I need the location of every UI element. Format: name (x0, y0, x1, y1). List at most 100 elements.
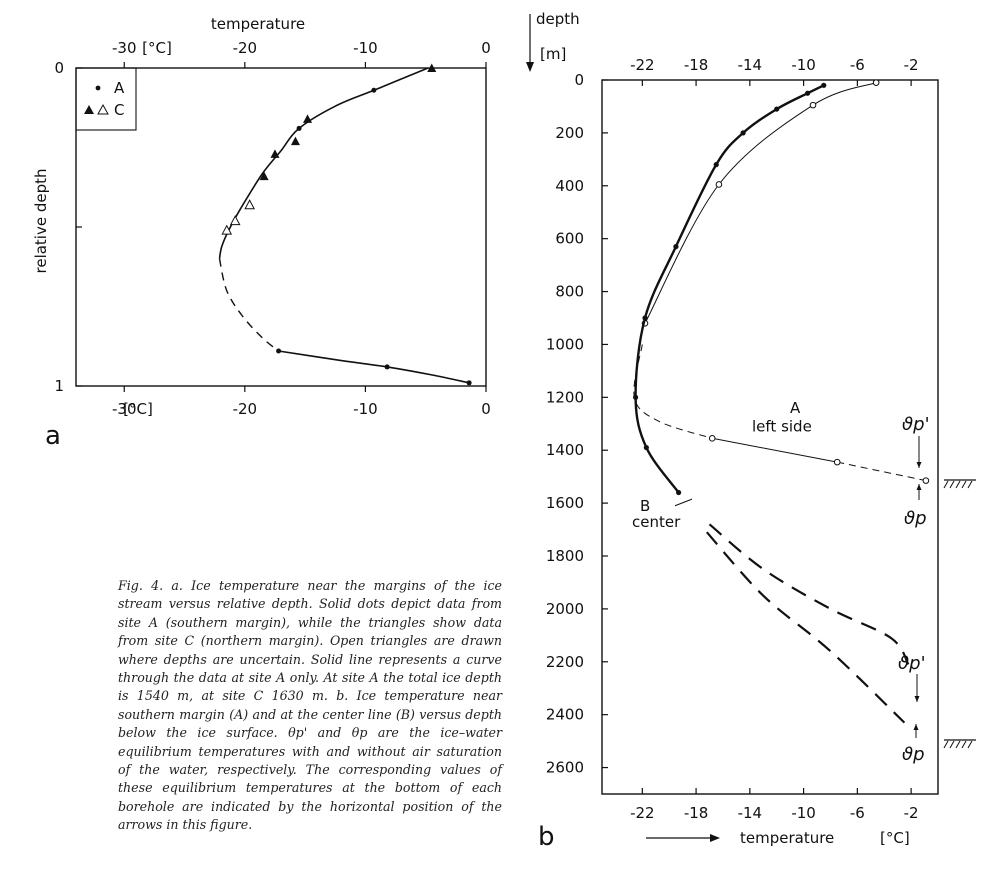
series-b-point (643, 444, 649, 451)
theta-p-prime-lower-arrow-head-icon (914, 696, 920, 702)
x-tick-label-top: 0 (481, 39, 491, 57)
data-point-a (276, 348, 282, 354)
x-tick-label-top: -30 (112, 39, 137, 57)
x-tick-label-bottom: -30 (112, 400, 137, 418)
series-b-point (805, 90, 811, 96)
y-tick-label: 600 (555, 230, 584, 248)
series-b-point (713, 162, 719, 168)
series-b-point (642, 315, 648, 321)
annotation-a: A (790, 399, 801, 417)
x-axis-unit-b: [°C] (880, 829, 910, 847)
data-point-a (466, 380, 472, 386)
plot-frame-b (601, 79, 939, 795)
x-tick-label-bottom: -14 (738, 804, 763, 822)
plot-frame-a (75, 67, 487, 387)
data-point-c-filled (290, 136, 300, 146)
y-tick-label: 1600 (546, 494, 584, 512)
annotation-left-side: left side (752, 418, 812, 436)
annotation-center: center (632, 513, 681, 531)
theta-p-lower-arrow-head-icon (913, 724, 919, 730)
data-point-c-filled (427, 63, 437, 72)
y-tick-label: 0 (574, 71, 584, 89)
down-arrow-head-icon (526, 62, 534, 72)
series-a-point (708, 435, 716, 442)
x-tick-label-top: -10 (791, 56, 816, 74)
y-tick-label: 1 (54, 377, 64, 395)
series-a-bottom-dashed (837, 461, 927, 482)
x-tick-label-bottom: 0 (481, 400, 491, 418)
y-tick-label: 400 (555, 177, 584, 195)
x-tick-label-top: -22 (630, 56, 655, 74)
theta-p-prime-upper: ϑp' (902, 414, 930, 435)
y-axis-unit-b: [m] (540, 45, 566, 63)
x-axis-title-top: temperature (211, 15, 305, 33)
data-point-c-filled (259, 171, 269, 181)
legend-open-triangle-icon (97, 103, 109, 115)
y-axis-title: relative depth (32, 168, 50, 273)
x-tick-label-top: -6 (850, 56, 865, 74)
x-tick-label-bottom: -2 (904, 804, 919, 822)
y-tick-label: 2200 (546, 653, 584, 671)
y-tick-label: 2600 (546, 759, 584, 777)
unit-label-bottom: [°C] (123, 400, 153, 418)
x-tick-label-bottom: -20 (233, 400, 258, 418)
series-b-point (821, 82, 827, 88)
x-tick-label-bottom: -10 (353, 400, 378, 418)
x-tick-label-top: -10 (353, 39, 378, 57)
series-b-point (633, 394, 639, 400)
extrapolation-dashed-2 (705, 531, 906, 724)
water-level-symbol-lower-hatch (967, 740, 973, 749)
theta-p-upper-arrow-head-icon (916, 484, 922, 490)
series-b-point (676, 489, 682, 496)
x-tick-label-top: -14 (738, 56, 763, 74)
water-level-symbol-lower-hatch (949, 740, 955, 749)
water-level-symbol-upper-hatch (955, 480, 961, 489)
legend-box (75, 67, 137, 131)
figure-caption: Fig. 4. a. Ice temperature near the marg… (118, 578, 502, 833)
data-point-a (296, 125, 302, 131)
water-level-symbol-upper-hatch (961, 480, 967, 489)
series-a-point (809, 101, 817, 109)
y-tick-label: 0 (54, 59, 64, 77)
legend-filled-triangle-icon (84, 105, 94, 114)
series-a-point (922, 477, 930, 484)
data-point-c-filled (270, 149, 280, 158)
legend-label-c: C (114, 101, 124, 119)
x-tick-label-top: -20 (233, 39, 258, 57)
water-level-symbol-lower-hatch (961, 740, 967, 749)
data-point-a (371, 87, 377, 93)
panel-label-b: b (538, 822, 555, 852)
water-level-symbol-upper-hatch (943, 480, 949, 489)
x-tick-label-bottom: -10 (791, 804, 816, 822)
water-level-symbol-upper-hatch (949, 480, 955, 489)
x-tick-label-top: -2 (904, 56, 919, 74)
extrapolation-dashed-1 (708, 523, 910, 666)
theta-p-upper: ϑp (904, 508, 927, 529)
data-point-c-open (244, 199, 255, 210)
data-point-a (384, 364, 390, 370)
series-a-point (715, 181, 723, 188)
series-b-point (673, 244, 679, 250)
curve-solid-upper (218, 67, 429, 259)
series-a-line (644, 82, 877, 324)
annotation-b: B (640, 497, 650, 515)
water-level-symbol-lower-hatch (955, 740, 961, 749)
theta-p-prime-lower: ϑp' (898, 653, 926, 674)
right-arrow-head-icon (710, 834, 720, 842)
y-tick-label: 1800 (546, 547, 584, 565)
y-tick-label: 2400 (546, 706, 584, 724)
water-level-symbol-lower-hatch (943, 740, 949, 749)
unit-label-top: [°C] (142, 39, 172, 57)
annotation-leader-line (674, 498, 693, 507)
x-tick-label-top: -18 (684, 56, 709, 74)
y-tick-label: 1000 (546, 335, 584, 353)
legend-dot-icon (95, 85, 101, 91)
x-tick-label-bottom: -6 (850, 804, 865, 822)
y-axis-title-b: depth (536, 10, 580, 28)
series-a-point (872, 79, 880, 86)
data-point-c-open (229, 215, 241, 226)
y-tick-label: 1200 (546, 388, 584, 406)
y-tick-label: 200 (555, 124, 584, 142)
y-tick-label: 2000 (546, 600, 584, 618)
curve-dashed-middle (218, 258, 280, 352)
